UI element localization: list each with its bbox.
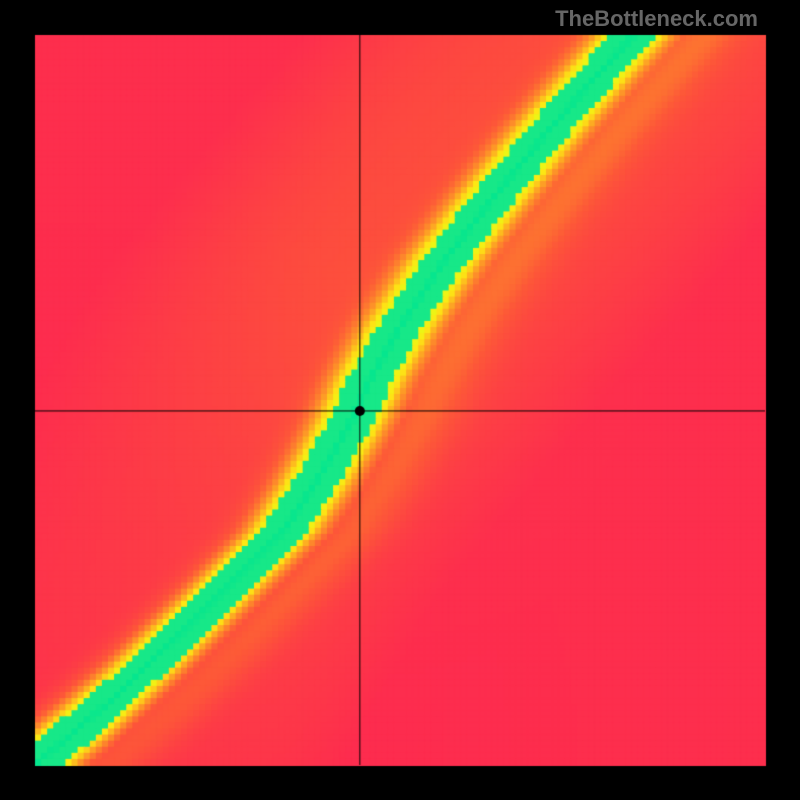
heatmap-canvas	[0, 0, 800, 800]
watermark-text: TheBottleneck.com	[555, 6, 758, 32]
chart-container: TheBottleneck.com	[0, 0, 800, 800]
